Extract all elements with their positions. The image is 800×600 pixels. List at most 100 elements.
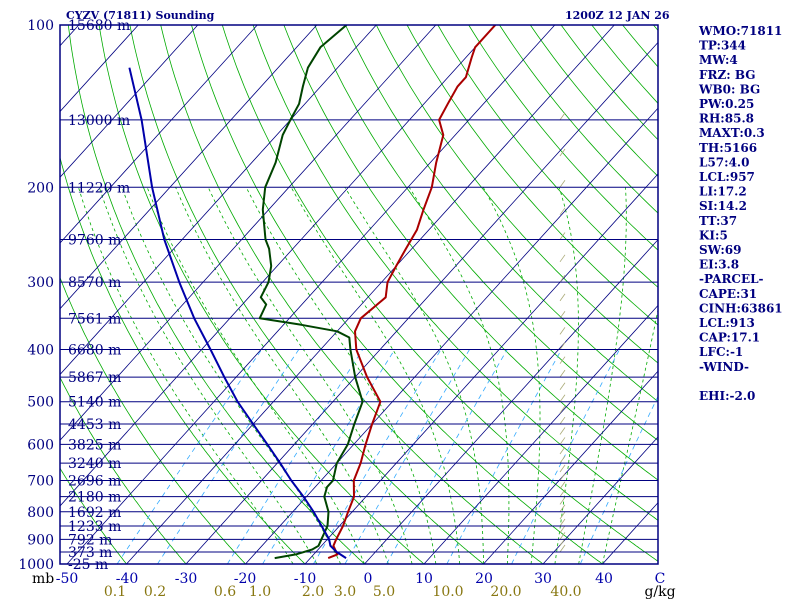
wind-barb — [559, 497, 566, 505]
wind-barb — [559, 207, 566, 216]
isotherm-line — [542, 436, 658, 564]
height-tick-label: 7561 m — [68, 311, 121, 327]
wind-barb — [559, 538, 566, 546]
wind-barb — [559, 293, 566, 302]
sounding-index-line: LCL:957 — [699, 170, 755, 184]
mixing-ratio-tick-label: 0.2 — [144, 584, 166, 600]
plot-frame — [59, 24, 659, 565]
height-tick-label: 13000 m — [68, 113, 130, 129]
temperature-tick-label: 0 — [364, 571, 373, 587]
temperature-tick-label: 20 — [475, 571, 493, 587]
height-tick-label: 6680 m — [68, 343, 121, 359]
wind-barb — [559, 455, 566, 464]
wind-barb — [559, 532, 566, 540]
pressure-unit-label: mb — [32, 571, 54, 587]
wind-barb — [559, 254, 566, 263]
temperature-profile — [327, 25, 497, 560]
mixing-ratio-tick-label: 40.0 — [550, 584, 581, 600]
wind-barb — [559, 369, 566, 378]
sounding-index-line: EHI:-2.0 — [699, 389, 755, 403]
wind-barb — [559, 427, 566, 435]
temperature-tick-label: -20 — [234, 571, 257, 587]
sounding-index-line: SI:14.2 — [699, 199, 747, 213]
mixing-ratio-tick-label: 0.1 — [104, 584, 126, 600]
dewpoint-profile — [258, 25, 364, 560]
wind-barb — [559, 394, 566, 402]
sounding-index-line: SW:69 — [699, 243, 741, 257]
plot-border — [59, 24, 659, 565]
wind-barb — [559, 446, 566, 455]
isotherm-line — [245, 107, 658, 564]
sounding-index-line: TT:37 — [699, 214, 737, 228]
mixing-ratio-tick-label: 10.0 — [432, 584, 463, 600]
height-tick-label: 9760 m — [68, 232, 121, 248]
height-tick-label: 5867 m — [68, 370, 121, 386]
mixing-ratio-tick-label: 1.0 — [249, 584, 271, 600]
moist-adiabat-line — [482, 187, 541, 564]
temperature-tick-label: -50 — [56, 571, 79, 587]
wind-barb — [559, 180, 566, 188]
chart-title-station: CYZV (71811) Sounding — [66, 9, 215, 22]
sounding-index-line: MAXT:0.3 — [699, 126, 765, 140]
sounding-index-line: CINH:63861 — [699, 301, 783, 315]
temperature-tick-label: 10 — [415, 571, 433, 587]
mixing-ratio-tick-label: 5.0 — [373, 584, 395, 600]
pressure-tick-label: 400 — [27, 343, 54, 359]
sounding-index-line: PW:0.25 — [699, 97, 754, 111]
sounding-index-line: LFC:-1 — [699, 345, 743, 359]
sounding-index-line: TH:5166 — [699, 141, 757, 155]
height-tick-label: 5140 m — [68, 395, 121, 411]
wind-barb — [559, 416, 566, 425]
wind-barb — [559, 518, 566, 527]
wind-barb — [559, 473, 566, 481]
wind-barb — [559, 544, 566, 553]
temperature-tick-label: -30 — [175, 571, 198, 587]
pressure-tick-label: 100 — [27, 18, 54, 34]
isotherm-line — [60, 25, 377, 376]
pressure-tick-label: 900 — [27, 532, 54, 548]
sounding-index-line: WB0: BG — [698, 82, 760, 96]
wind-barb — [559, 489, 566, 497]
height-tick-label: 11220 m — [68, 180, 130, 196]
sounding-index-line: LCL:913 — [699, 316, 755, 330]
isotherm-line — [60, 25, 318, 310]
profile-layer — [128, 25, 497, 560]
sounding-index-line: FRZ: BG — [699, 68, 755, 82]
isotherm-line — [66, 25, 556, 564]
height-tick-label: 2696 m — [68, 474, 121, 490]
isotherm-line — [60, 25, 437, 441]
chart-title-time: 1200Z 12 JAN 26 — [565, 9, 670, 22]
temperature-tick-label: -40 — [116, 571, 139, 587]
sounding-index-line: KI:5 — [699, 228, 728, 242]
sounding-index-line: MW:4 — [699, 53, 738, 67]
wind-barb — [559, 525, 566, 533]
isotherm-line — [185, 41, 658, 564]
isotherm-line — [423, 304, 658, 564]
height-tick-label: 3825 m — [68, 437, 121, 453]
sounding-index-line: CAPE:31 — [699, 287, 757, 301]
height-tick-label: -25 m — [68, 557, 108, 573]
height-tick-label: 1233 m — [68, 519, 121, 535]
sounding-index-line: RH:85.8 — [699, 112, 754, 126]
pressure-tick-label: 600 — [27, 437, 54, 453]
isotherm-line — [60, 25, 199, 178]
sounding-index-line: WMO:71811 — [698, 24, 782, 38]
isotherm-line — [60, 25, 496, 507]
sounding-index-line: -WIND- — [699, 360, 749, 374]
sounding-index-line: LI:17.2 — [699, 185, 747, 199]
wind-barb — [559, 405, 566, 414]
height-tick-label: 8570 m — [68, 275, 121, 291]
wind-barb — [559, 274, 566, 283]
isotherm-line — [304, 173, 658, 564]
pressure-tick-label: 200 — [27, 180, 54, 196]
sounding-index-line: EI:3.8 — [699, 258, 739, 272]
isotherm-line — [60, 25, 258, 244]
temperature-tick-label: C — [655, 571, 666, 587]
height-tick-label: 792 m — [68, 532, 112, 548]
sounding-index-line: L57:4.0 — [699, 155, 749, 169]
mixing-ratio-tick-label: 2.0 — [302, 584, 324, 600]
temperature-tick-label: -10 — [294, 571, 317, 587]
